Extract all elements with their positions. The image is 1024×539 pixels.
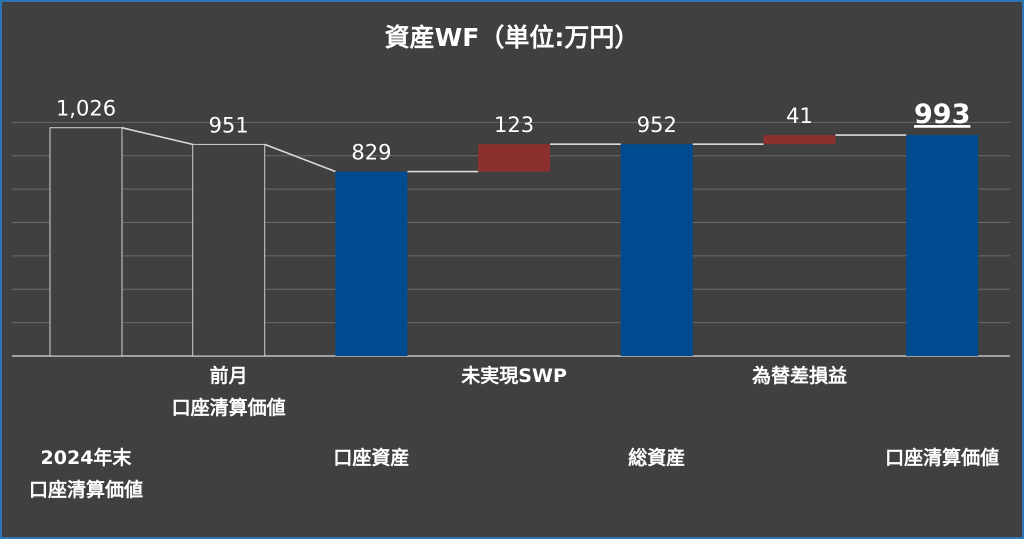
value-label: 829 xyxy=(351,141,391,165)
connector-line xyxy=(264,143,336,173)
bar xyxy=(906,135,979,356)
category-label: 口座清算価値 xyxy=(885,447,1000,469)
chart-title: 資産WF（単位:万円） xyxy=(385,23,640,52)
value-label: 1,026 xyxy=(56,97,116,121)
value-label: 993 xyxy=(914,99,970,130)
category-label: 2024年末 口座清算価値 xyxy=(28,447,143,501)
connector-lines xyxy=(121,126,907,173)
category-label: 為替差損益 xyxy=(751,365,847,387)
bars xyxy=(49,127,979,357)
bar xyxy=(49,127,123,357)
category-label: 未実現SWP xyxy=(461,365,567,387)
value-label: 123 xyxy=(494,113,534,137)
value-labels: 1,026 951 829 123 952 41 993 xyxy=(56,97,970,165)
value-label: 951 xyxy=(209,113,249,137)
bar xyxy=(478,144,551,172)
category-label: 口座資産 xyxy=(333,447,410,469)
value-label: 952 xyxy=(637,113,677,137)
value-label: 41 xyxy=(786,104,813,128)
connector-line xyxy=(121,126,193,146)
bar xyxy=(620,144,693,356)
bar xyxy=(763,135,836,145)
bar xyxy=(192,143,266,357)
category-label: 前月 口座清算価値 xyxy=(171,365,286,419)
bar xyxy=(335,171,408,356)
category-label: 総資産 xyxy=(628,447,686,469)
